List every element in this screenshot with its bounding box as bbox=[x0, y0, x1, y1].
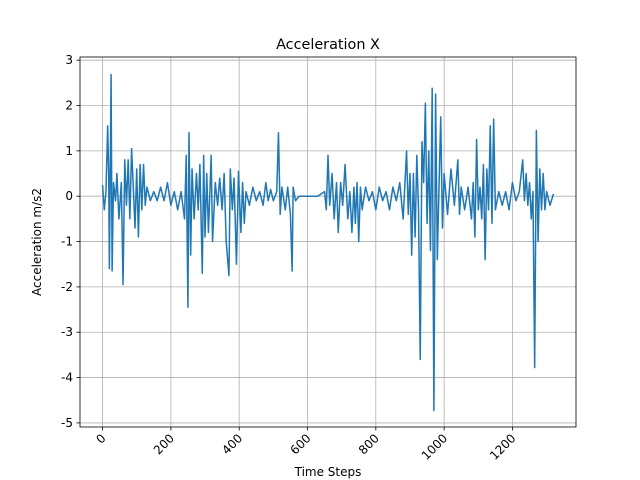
y-axis-label: Acceleration m/s2 bbox=[30, 188, 44, 296]
x-tick-label: 800 bbox=[356, 431, 382, 457]
y-tick-label: -2 bbox=[61, 280, 73, 294]
y-tick-label: 3 bbox=[65, 53, 73, 67]
x-axis-label: Time Steps bbox=[294, 465, 362, 479]
x-tick-label: 1200 bbox=[487, 431, 518, 462]
y-tick-label: -5 bbox=[61, 416, 73, 430]
y-tick-label: -4 bbox=[61, 371, 73, 385]
x-tick-label: 200 bbox=[151, 431, 177, 457]
x-tick-label: 400 bbox=[219, 431, 245, 457]
plot-frame bbox=[79, 56, 577, 428]
x-tick-label: 1000 bbox=[419, 431, 450, 462]
y-tick-label: -3 bbox=[61, 325, 73, 339]
data-line bbox=[101, 73, 555, 412]
x-tick-label: 600 bbox=[288, 431, 314, 457]
x-tick-label: 0 bbox=[93, 431, 108, 446]
y-tick-label: -1 bbox=[61, 235, 73, 249]
chart-title: Acceleration X bbox=[276, 37, 380, 53]
y-tick-label: 2 bbox=[65, 99, 73, 113]
y-tick-label: 1 bbox=[65, 144, 73, 158]
y-tick-label: 0 bbox=[65, 189, 73, 203]
